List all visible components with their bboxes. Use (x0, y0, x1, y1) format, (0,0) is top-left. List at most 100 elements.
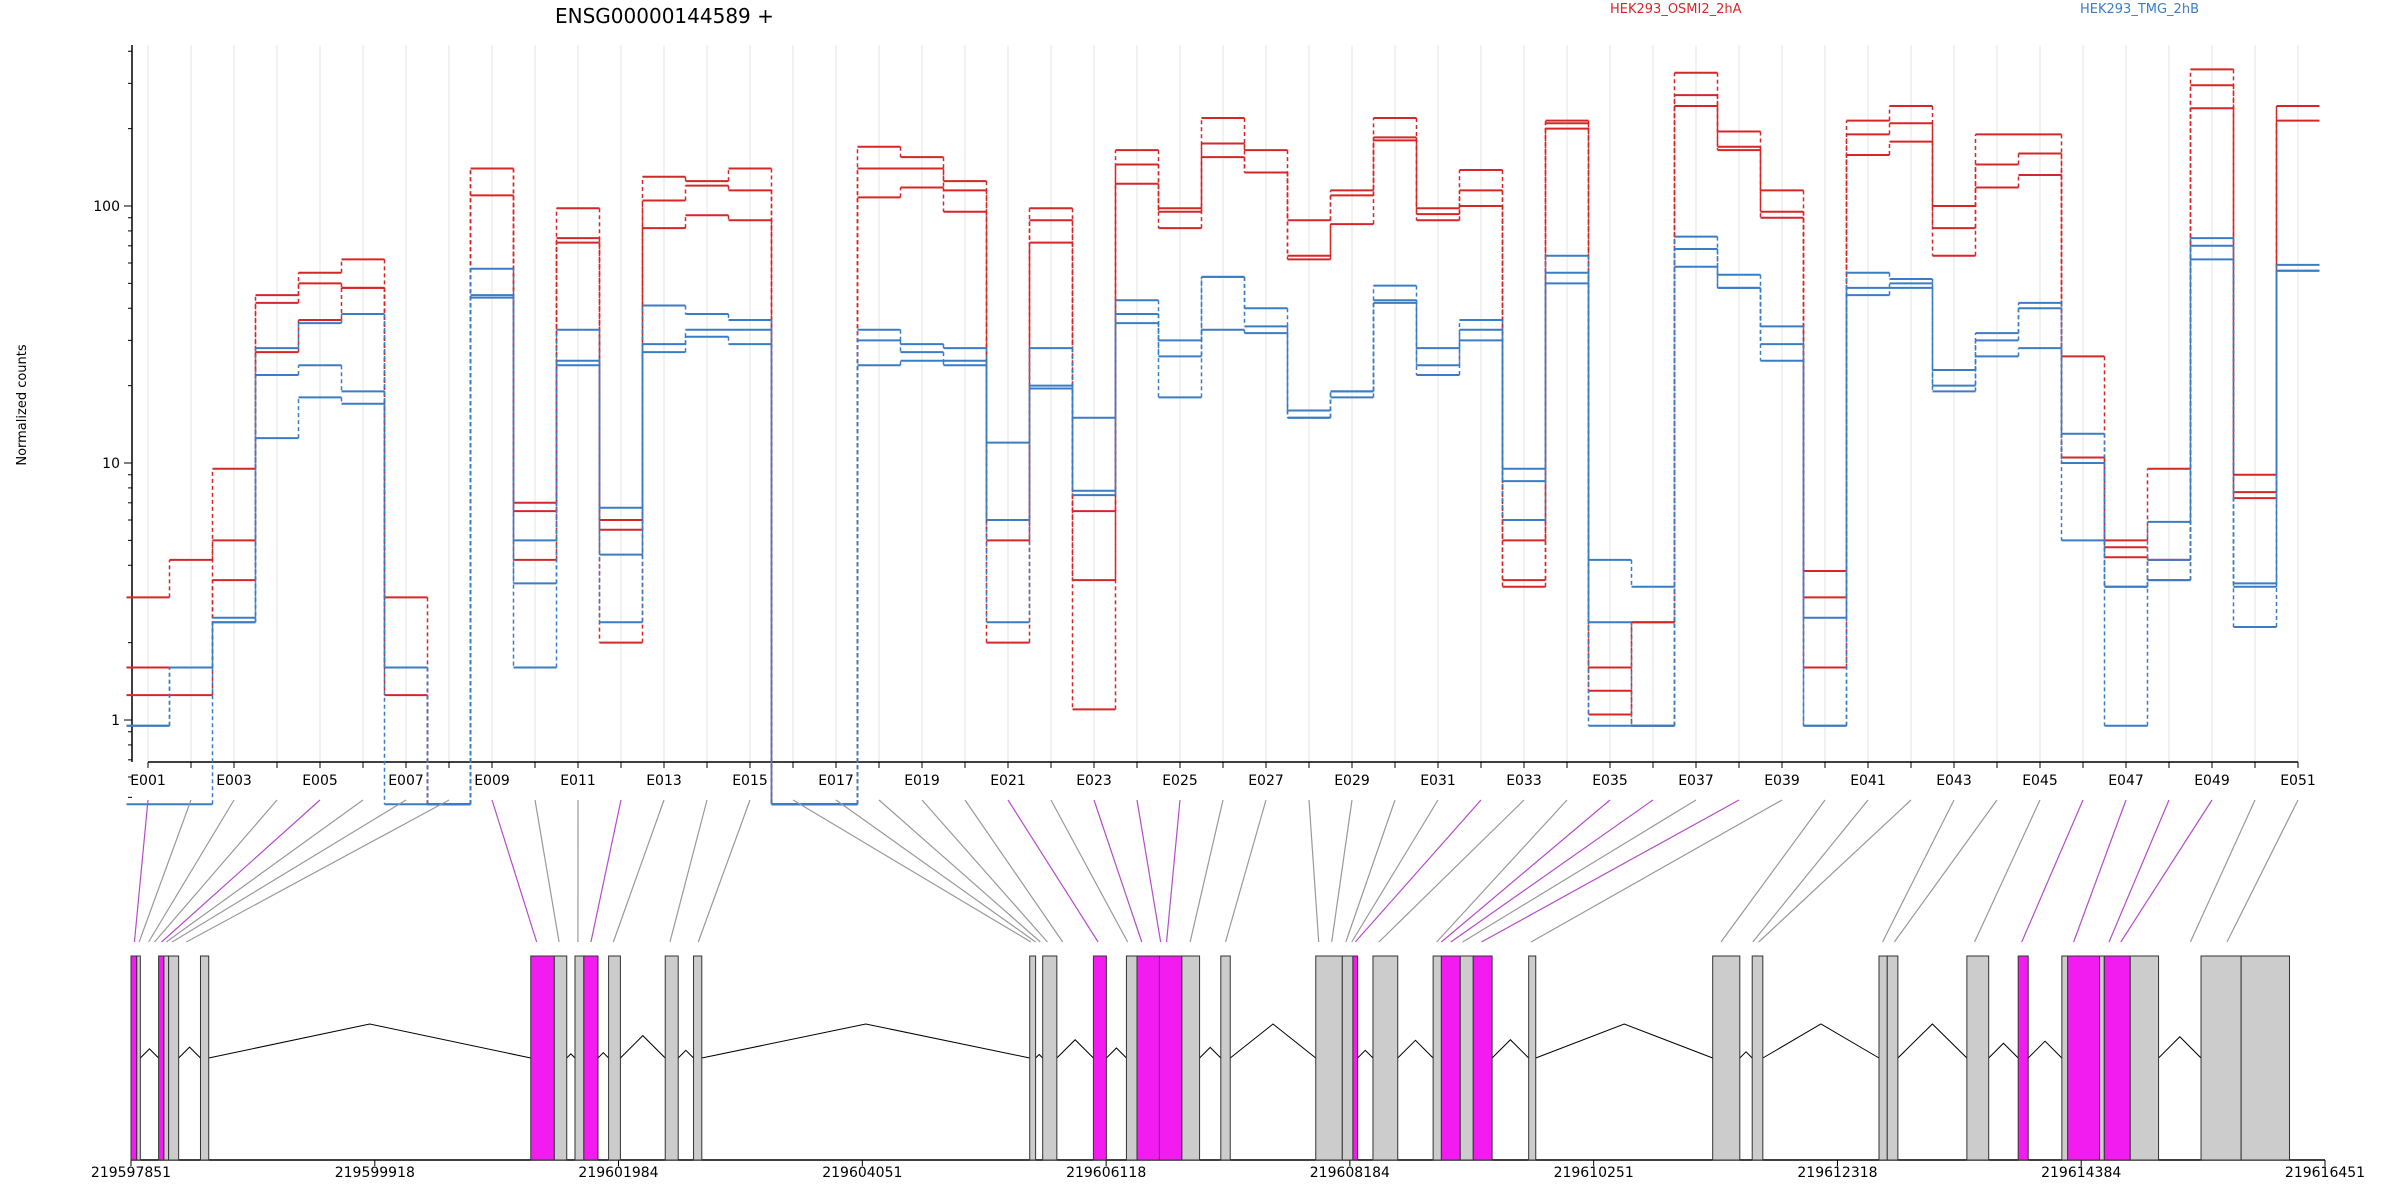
exon-connector (1481, 800, 1739, 942)
exon-connector (670, 800, 707, 942)
exon-connector (879, 800, 1040, 942)
x-tick-label: E017 (818, 773, 854, 789)
exon-block (1126, 956, 1137, 1160)
exon-connector (1226, 800, 1266, 942)
exon-connector (1332, 800, 1352, 942)
exon-connector (1441, 800, 1610, 942)
x-tick-label: E047 (2108, 773, 2144, 789)
intron-line (140, 1049, 158, 1058)
intron-line (1492, 1040, 1529, 1058)
exon-connector (1894, 800, 1997, 942)
exon-block (1221, 956, 1230, 1160)
exon-connector (166, 800, 363, 942)
x-tick-label: E011 (560, 773, 596, 789)
intron-line (1740, 1052, 1752, 1058)
x-tick-label: E023 (1076, 773, 1112, 789)
exon-block (164, 956, 169, 1160)
coordinate-label: 219597851 (91, 1165, 171, 1181)
intron-line (1358, 1050, 1373, 1058)
intron-line (1898, 1024, 1967, 1058)
x-tick-label: E025 (1162, 773, 1198, 789)
exon-connector (1721, 800, 1825, 942)
intron-line (1057, 1040, 1094, 1058)
exon-block-highlighted (131, 956, 137, 1160)
exon-block (169, 956, 179, 1160)
exon-connector (139, 800, 191, 942)
x-tick-label: E029 (1334, 773, 1370, 789)
exon-connector (793, 800, 1031, 942)
exon-block-highlighted (2068, 956, 2100, 1160)
intron-line (620, 1036, 665, 1058)
y-tick-label: 100 (93, 199, 120, 215)
intron-line (598, 1053, 609, 1058)
exon-block (1887, 956, 1898, 1160)
exon-connector (1352, 800, 1438, 942)
exon-connector (162, 800, 320, 942)
x-tick-label: E009 (474, 773, 510, 789)
intron-line (1536, 1024, 1713, 1058)
exon-block (575, 956, 584, 1160)
exon-block (1752, 956, 1763, 1160)
exon-connector (172, 800, 406, 942)
coordinate-label: 219599918 (335, 1165, 415, 1181)
exon-connector (1309, 800, 1319, 942)
x-tick-label: E039 (1764, 773, 1800, 789)
exon-block (1342, 956, 1353, 1160)
exon-block (2130, 956, 2158, 1160)
exon-connector (154, 800, 277, 942)
y-tick-label: 1 (111, 713, 120, 729)
coordinate-label: 219614384 (2041, 1165, 2121, 1181)
exon-block (665, 956, 678, 1160)
intron-line (702, 1024, 1030, 1058)
exon-block (2241, 956, 2289, 1160)
exon-connector (2227, 800, 2298, 942)
exon-connector (149, 800, 234, 942)
exon-block-highlighted (1159, 956, 1181, 1160)
intron-line (1763, 1024, 1879, 1058)
exon-block-highlighted (2018, 956, 2028, 1160)
exon-connector (1167, 800, 1180, 942)
x-tick-label: E015 (732, 773, 768, 789)
intron-line (1989, 1043, 2018, 1058)
exon-connector (965, 800, 1063, 942)
exon-connector (1094, 800, 1142, 942)
exon-connector (1008, 800, 1098, 942)
exon-connector (134, 800, 148, 942)
exon-connector (591, 800, 621, 942)
coordinate-label: 219612318 (1797, 1165, 1877, 1181)
exon-block-highlighted (584, 956, 598, 1160)
intron-line (1398, 1040, 1433, 1058)
exon-block (1713, 956, 1740, 1160)
exon-block-highlighted (531, 956, 555, 1160)
exon-block-highlighted (1353, 956, 1358, 1160)
exon-block (1433, 956, 1441, 1160)
exon-block-highlighted (2104, 956, 2130, 1160)
coordinate-label: 219606118 (1066, 1165, 1146, 1181)
x-tick-label: E007 (388, 773, 424, 789)
exon-connector (535, 800, 559, 942)
x-tick-label: E031 (1420, 773, 1456, 789)
exon-connector (2121, 800, 2212, 942)
exon-connector (2190, 800, 2255, 942)
exon-connector (1355, 800, 1481, 942)
exon-connector (1531, 800, 1782, 942)
exon-block (1879, 956, 1887, 1160)
exon-block (1043, 956, 1057, 1160)
exon-block (694, 956, 702, 1160)
exon-block (2201, 956, 2241, 1160)
exon-connector (613, 800, 664, 942)
coordinate-label: 219610251 (1554, 1165, 1634, 1181)
exon-connector (1883, 800, 1954, 942)
exon-block (609, 956, 621, 1160)
exon-connector (492, 800, 537, 942)
chart-title: ENSG00000144589 + (555, 4, 774, 28)
exon-block (1967, 956, 1989, 1160)
intron-line (1230, 1024, 1316, 1058)
exon-block (554, 956, 566, 1160)
exon-block (2062, 956, 2068, 1160)
intron-line (1200, 1047, 1221, 1058)
legend-entry-tmg: HEK293_TMG_2hB (2080, 2, 2199, 17)
exon-connector (1051, 800, 1128, 942)
